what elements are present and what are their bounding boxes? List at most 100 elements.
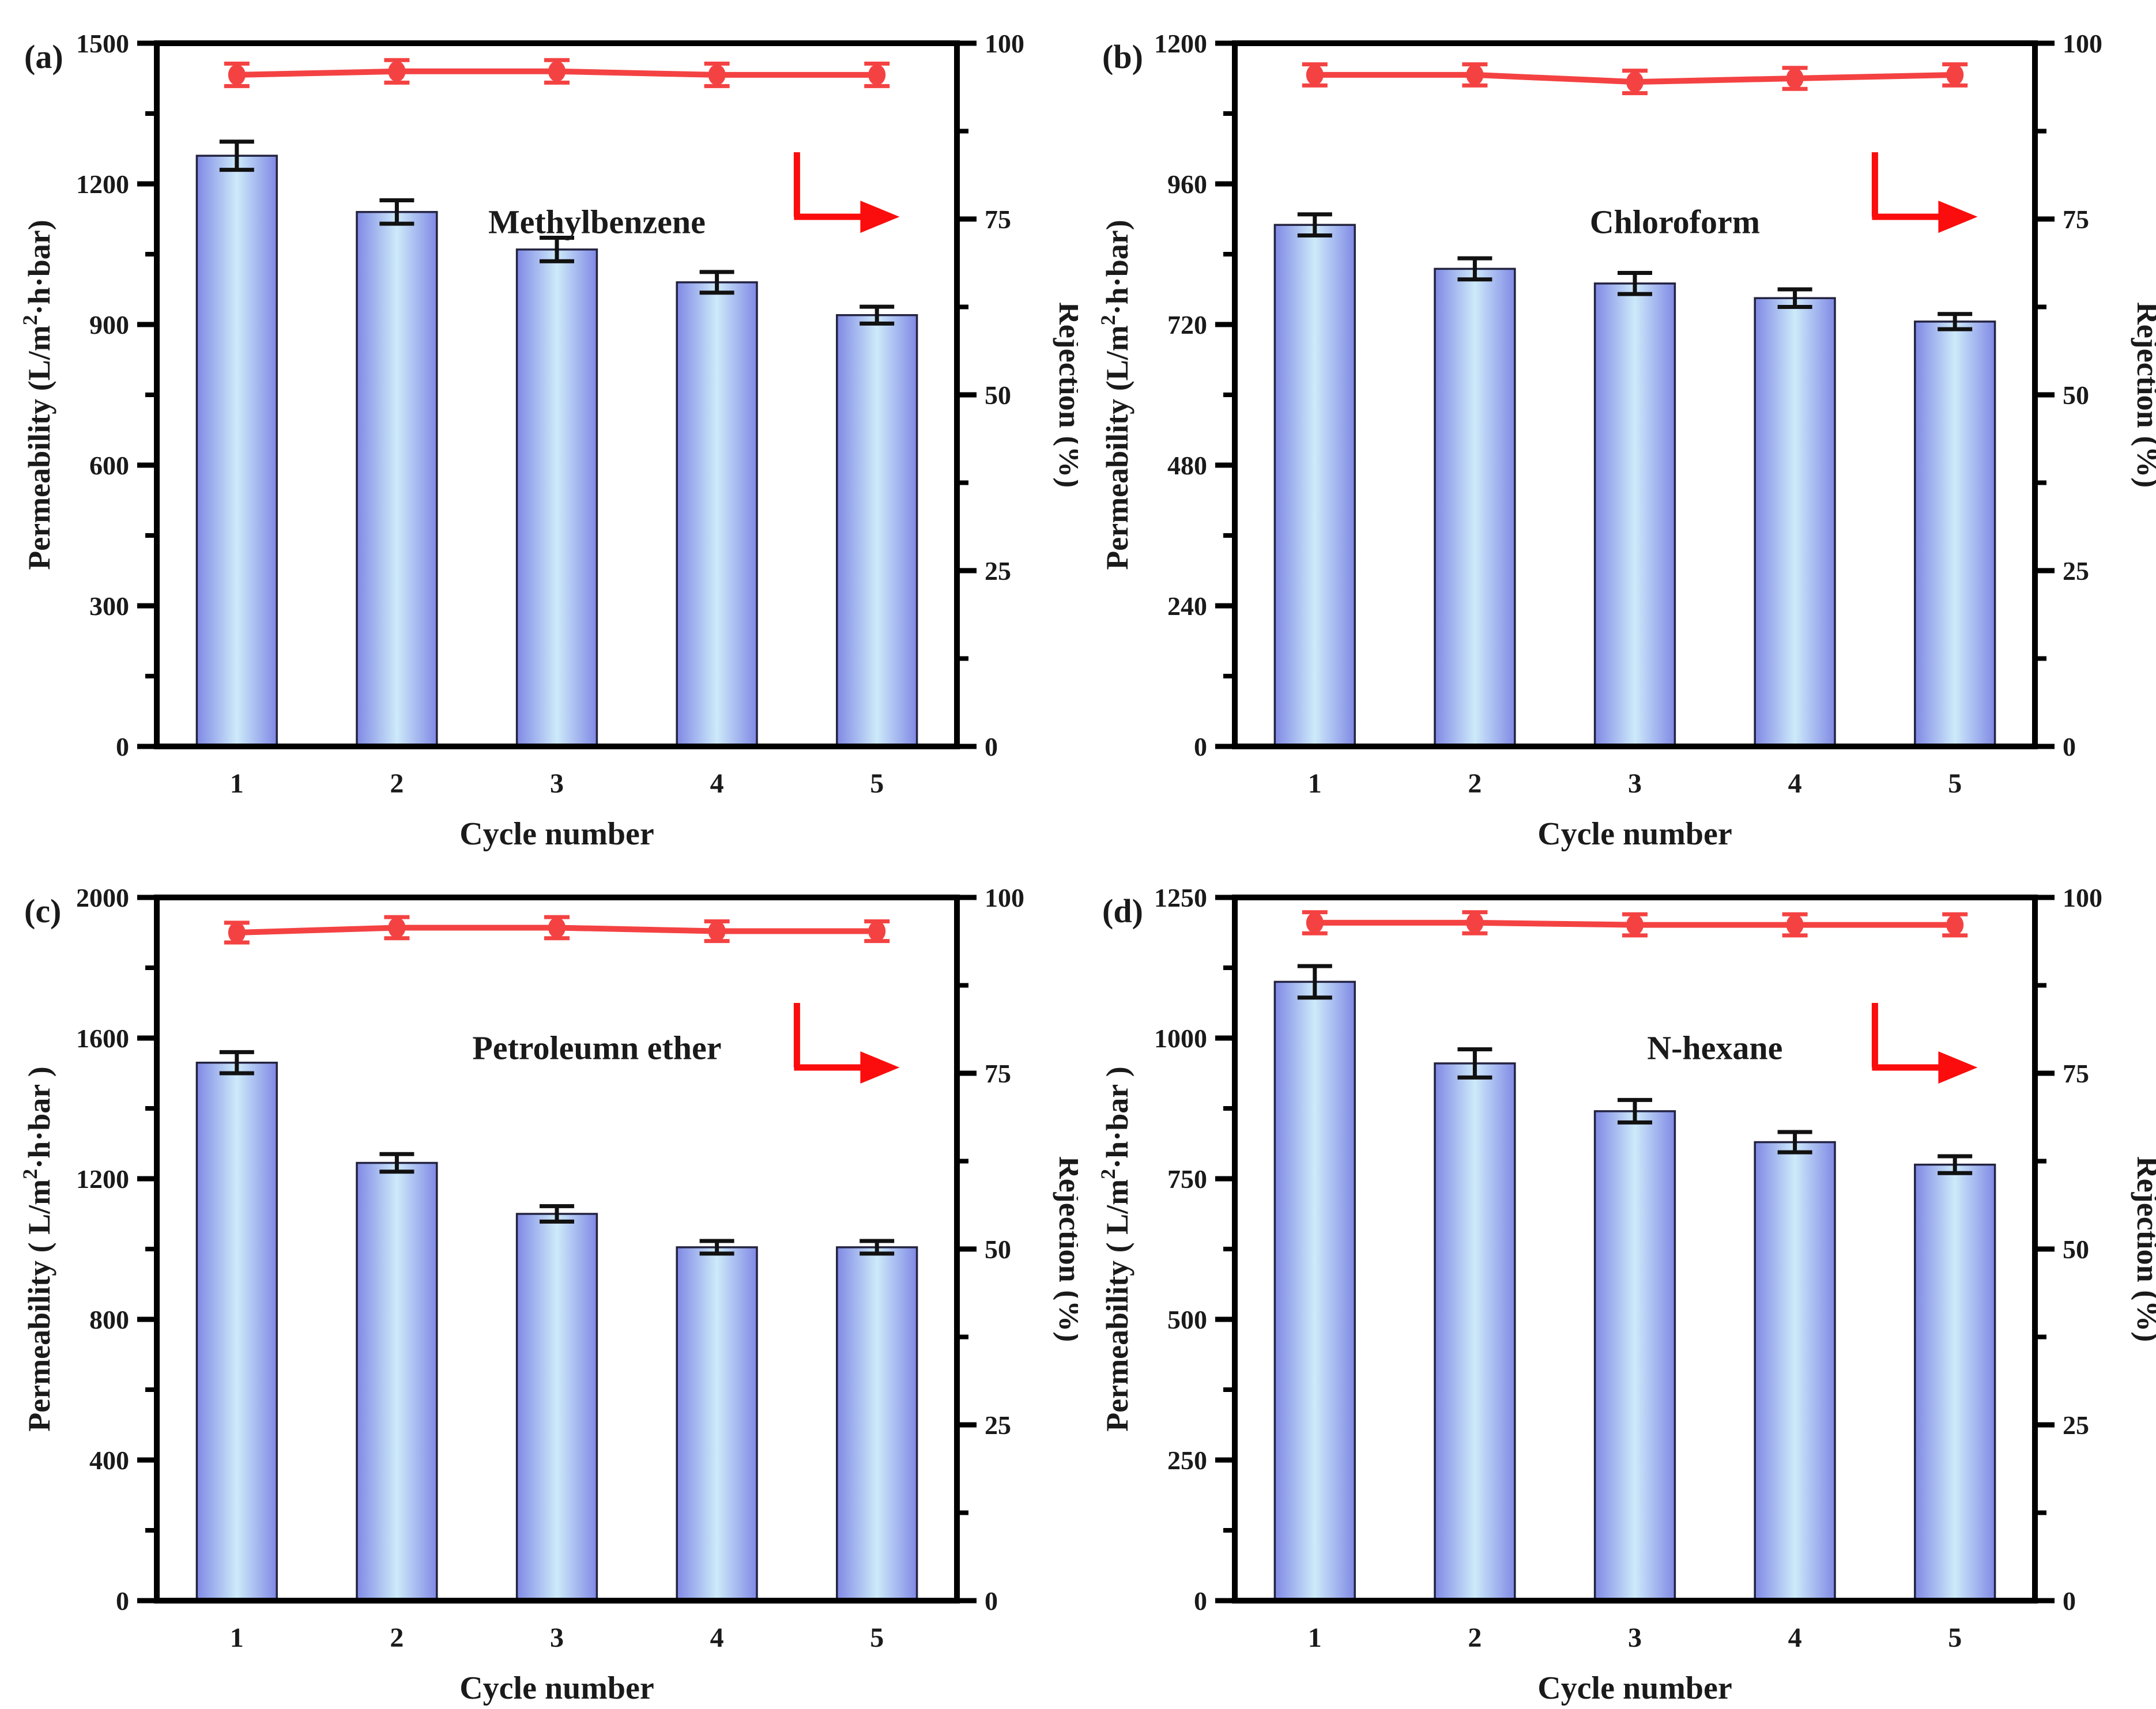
- panel-c: 0 400 800 1200 1600 2000 0 25 50 75 100 1 2 3 4 5 Cycle …: [0, 854, 1078, 1708]
- right-axis-title: Rejection (%): [2131, 1156, 2156, 1342]
- x-tick-label: 4: [1788, 768, 1802, 799]
- bar: [1914, 320, 1996, 748]
- bars: [1273, 212, 1996, 748]
- bar-error: [1618, 1097, 1652, 1125]
- bar: [1273, 980, 1356, 1602]
- data-point-marker: [1946, 914, 1964, 935]
- right-axis-arrow-icon: [1871, 1003, 1978, 1084]
- rejection-line: [224, 58, 890, 88]
- right-axis-arrow-icon: [793, 1003, 900, 1084]
- left-tick-label: 0: [116, 732, 129, 761]
- bar: [1273, 224, 1356, 748]
- x-tick-label: 1: [230, 768, 244, 799]
- x-axis-title: Cycle number: [459, 1670, 654, 1706]
- right-tick-label: 100: [2063, 883, 2102, 912]
- chart-title: Methylbenzene: [488, 203, 706, 240]
- right-tick-label: 100: [985, 29, 1024, 58]
- right-tick-label: 0: [2063, 732, 2076, 761]
- bars: [195, 139, 918, 748]
- rejection-line: [1302, 62, 1968, 96]
- x-axis-title: Cycle number: [459, 816, 654, 852]
- bar-error: [1938, 312, 1973, 331]
- right-axis: 0 25 50 75 100: [960, 883, 1024, 1616]
- y-axis-title: Permeability (L/m2·h·bar): [18, 220, 56, 569]
- bars: [1273, 964, 1996, 1602]
- bar: [1434, 1062, 1516, 1602]
- bar: [195, 1061, 278, 1602]
- left-tick-label: 240: [1167, 591, 1207, 621]
- data-point-marker: [1466, 64, 1484, 85]
- x-axis: 1 2 3 4 5 Cycle number: [230, 1623, 884, 1706]
- right-axis-arrow-icon: [793, 152, 900, 233]
- left-axis: 0 400 800 1200 1600 2000: [76, 883, 154, 1616]
- data-point-marker: [1306, 912, 1324, 933]
- data-point-marker: [1786, 914, 1804, 935]
- x-tick-label: 5: [1948, 1623, 1962, 1653]
- left-tick-label: 2000: [76, 883, 129, 912]
- right-tick-label: 50: [2063, 380, 2089, 410]
- data-point-marker: [388, 917, 406, 938]
- left-tick-label: 250: [1167, 1446, 1207, 1475]
- left-tick-label: 900: [89, 310, 129, 339]
- bar-error: [1457, 1047, 1492, 1080]
- right-tick-label: 25: [985, 1410, 1011, 1440]
- bar-error: [1938, 1154, 1973, 1175]
- bar: [195, 154, 278, 748]
- left-tick-label: 1250: [1154, 883, 1207, 912]
- x-tick-label: 3: [1628, 768, 1642, 799]
- bar: [515, 248, 598, 748]
- chart-title: N-hexane: [1647, 1029, 1782, 1067]
- chart-canvas-c: 0 400 800 1200 1600 2000 0 25 50 75 100 1 2 3 4 5 Cycle …: [18, 883, 1078, 1706]
- x-axis: 1 2 3 4 5 Cycle number: [230, 768, 884, 852]
- left-tick-label: 0: [1194, 1586, 1207, 1616]
- x-axis: 1 2 3 4 5 Cycle number: [1308, 1623, 1962, 1706]
- bar-error: [1297, 964, 1332, 1000]
- y-axis-title: Permeability (L/m2·h·bar): [1096, 220, 1134, 569]
- right-tick-label: 100: [2063, 29, 2102, 58]
- bar-error: [699, 1239, 734, 1256]
- panel-a: 0 300 600 900 1200 1500 0 25 50 75 100 1 2 3 4 5 Cycle n…: [0, 0, 1078, 854]
- x-tick-label: 3: [1628, 1623, 1642, 1653]
- rejection-line: [1302, 910, 1968, 938]
- bar-error: [1457, 256, 1492, 282]
- bar: [515, 1213, 598, 1602]
- left-tick-label: 1600: [76, 1024, 129, 1053]
- left-axis: 0 250 500 750 1000 1250: [1154, 883, 1232, 1616]
- x-tick-label: 5: [870, 768, 884, 799]
- right-tick-label: 0: [2063, 1586, 2076, 1616]
- x-tick-label: 3: [550, 768, 564, 799]
- data-point-marker: [1466, 912, 1484, 933]
- bar-error: [1618, 271, 1652, 296]
- bar-error: [540, 1204, 574, 1224]
- data-point-marker: [388, 61, 406, 82]
- right-axis-title: Rejection (%): [2131, 302, 2156, 488]
- chart-title: Chloroform: [1590, 203, 1760, 240]
- bar-error: [1297, 212, 1332, 237]
- bar-error: [379, 1152, 414, 1174]
- bar: [676, 281, 758, 748]
- bar-error: [1777, 287, 1812, 309]
- x-tick-label: 4: [1788, 1623, 1802, 1653]
- data-point-marker: [868, 64, 886, 85]
- bar: [1593, 1110, 1676, 1602]
- x-tick-label: 2: [1468, 768, 1482, 799]
- right-tick-label: 25: [2063, 556, 2089, 586]
- chart-canvas-b: 0 240 480 720 960 1200 0 25 50 75 100 1 2 3 4 5 Cycle nu…: [1096, 29, 2156, 852]
- data-point-marker: [1626, 914, 1644, 935]
- data-point-marker: [1946, 64, 1964, 85]
- x-tick-label: 5: [870, 1623, 884, 1653]
- left-tick-label: 1200: [76, 169, 129, 199]
- data-point-marker: [708, 64, 726, 85]
- bars: [195, 1050, 918, 1602]
- data-point-marker: [1306, 64, 1324, 85]
- panel-label: (b): [1102, 38, 1143, 76]
- x-tick-label: 4: [710, 768, 724, 799]
- bar: [356, 211, 438, 748]
- right-tick-label: 100: [985, 883, 1024, 912]
- right-tick-label: 0: [985, 732, 998, 761]
- right-axis-title: Rejection (%): [1053, 302, 1078, 488]
- right-axis: 0 25 50 75 100: [2038, 883, 2102, 1616]
- left-tick-label: 600: [89, 451, 129, 480]
- bar: [1914, 1163, 1996, 1602]
- x-axis: 1 2 3 4 5 Cycle number: [1308, 768, 1962, 852]
